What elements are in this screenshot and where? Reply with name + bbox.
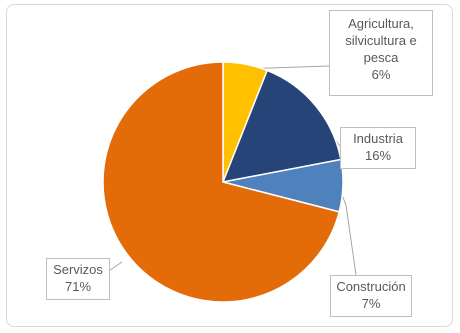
data-label-category: Construción bbox=[336, 279, 406, 294]
data-label-industria: Industria 16% bbox=[340, 127, 416, 169]
data-label-percent: 6% bbox=[371, 67, 391, 82]
data-label-agricultura: Agricultura, silvicultura e pesca 6% bbox=[329, 10, 433, 96]
data-label-category: Agricultura, silvicultura e pesca bbox=[345, 16, 417, 65]
data-label-servizos: Servizos 71% bbox=[46, 258, 110, 300]
data-label-percent: 16% bbox=[364, 148, 392, 163]
pie-slices bbox=[102, 61, 344, 303]
data-label-category: Industria bbox=[353, 131, 403, 146]
pie-slice-4 bbox=[102, 61, 341, 303]
data-label-percent: 71% bbox=[64, 279, 92, 294]
pie-slice-2 bbox=[221, 69, 342, 183]
leader-line-4 bbox=[109, 261, 123, 271]
data-label-category: Servizos bbox=[53, 262, 103, 277]
data-label-construcion: Construción 7% bbox=[330, 275, 412, 317]
data-label-percent: 7% bbox=[361, 296, 381, 311]
